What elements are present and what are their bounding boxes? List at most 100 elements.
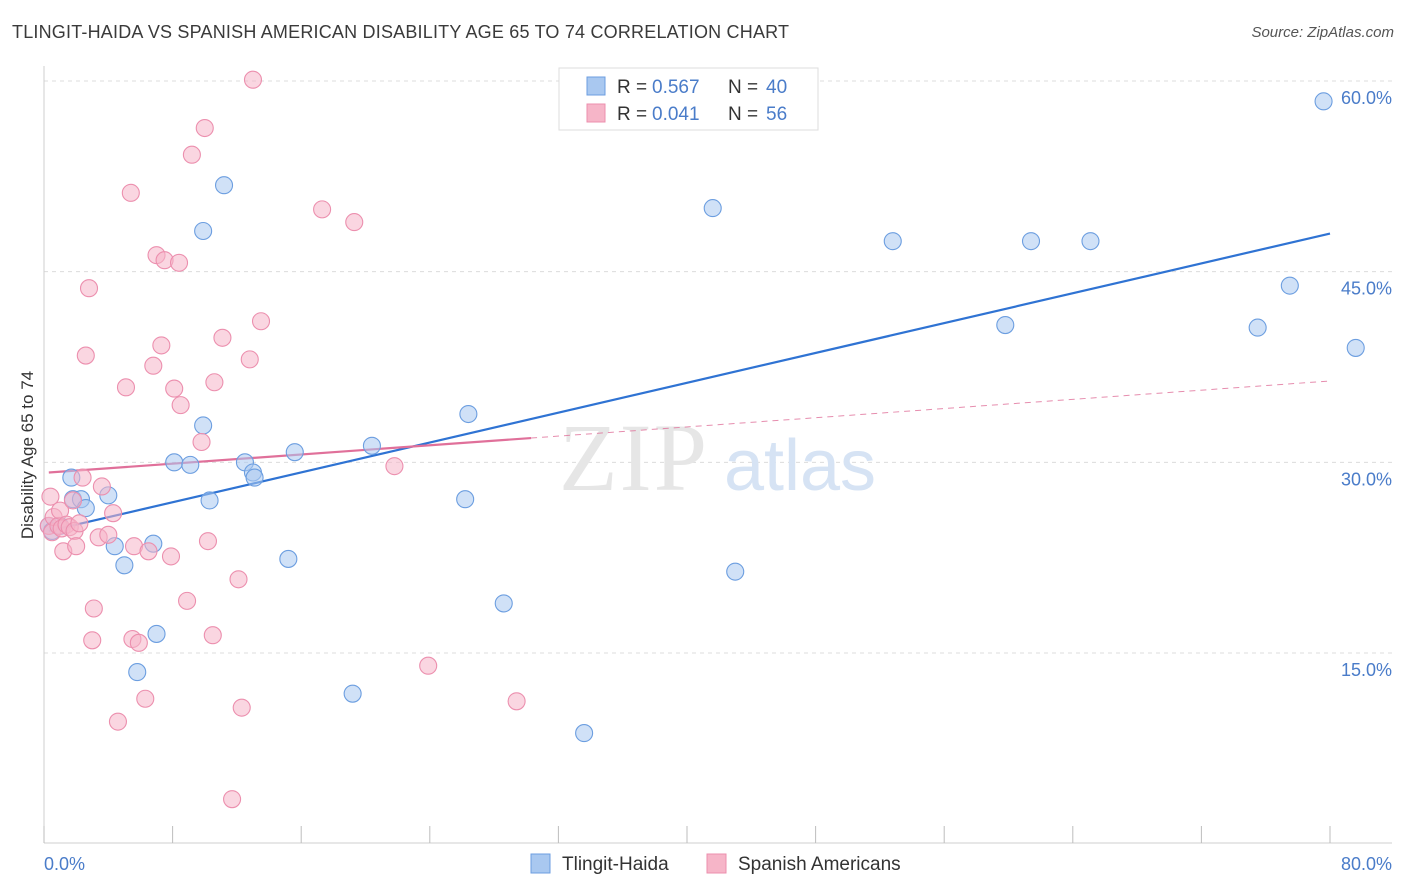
spanish-americans-point — [251, 312, 271, 331]
spanish-americans-point — [313, 200, 332, 219]
spanish-americans-point — [104, 504, 123, 523]
tlingit-haida-point — [214, 176, 234, 195]
tlingit-haida-point — [1346, 338, 1365, 357]
tlingit-haida-point — [128, 663, 147, 682]
spanish-americans-point — [139, 542, 158, 561]
tlingit-haida-point — [362, 436, 381, 455]
data-points — [39, 70, 1365, 809]
y-tick-label: 45.0% — [1341, 279, 1392, 299]
spanish-americans-point — [41, 487, 60, 506]
tlingit-haida-point — [181, 455, 200, 474]
spanish-americans-point — [121, 183, 140, 202]
stats-legend-swatch — [586, 76, 606, 96]
watermark-zip: ZIP — [559, 404, 709, 511]
watermark-atlas: atlas — [724, 426, 876, 506]
source-label: Source: ZipAtlas.com — [1251, 24, 1394, 41]
spanish-americans-point — [92, 477, 111, 496]
spanish-americans-point — [345, 213, 364, 232]
spanish-americans-point — [152, 336, 171, 355]
tlingit-haida-point — [245, 468, 264, 487]
stats-legend: R = 0.567 N = 40 R = 0.041 N = 56 — [558, 67, 819, 131]
tlingit-haida-point — [115, 556, 134, 575]
spanish-americans-point — [161, 547, 181, 566]
series-legend-label: Tlingit-Haida — [562, 854, 669, 875]
spanish-americans-point — [178, 591, 197, 610]
spanish-americans-point — [419, 656, 438, 675]
spanish-americans-point — [229, 570, 248, 589]
spanish-americans-point — [136, 689, 155, 708]
spanish-americans-point — [165, 379, 184, 398]
spanish-americans-point — [205, 373, 224, 392]
spanish-americans-point — [169, 253, 189, 272]
spanish-americans-point — [213, 328, 232, 347]
y-tick-label: 15.0% — [1341, 660, 1392, 680]
spanish-americans-point — [243, 70, 263, 89]
spanish-americans-point — [70, 514, 89, 533]
spanish-americans-point — [67, 537, 86, 556]
tlingit-haida-point — [165, 453, 184, 472]
spanish-americans-point — [144, 356, 163, 375]
spanish-americans-point — [182, 145, 201, 164]
tlingit-haida-point — [1314, 92, 1333, 111]
y-tick-label: 30.0% — [1341, 469, 1392, 489]
tlingit-haida-point — [200, 491, 219, 510]
stats-legend-r-value: 0.567 — [652, 77, 700, 98]
spanish-americans-point — [507, 692, 526, 711]
tlingit-haida-point — [279, 549, 298, 568]
spanish-americans-point — [203, 626, 222, 645]
spanish-americans-point — [385, 457, 404, 476]
stats-legend-swatch — [586, 103, 606, 123]
y-axis-title: Disability Age 65 to 74 — [18, 371, 37, 539]
tlingit-haida-point — [1021, 232, 1041, 251]
tlingit-haida-point — [459, 404, 478, 424]
spanish-americans-point — [198, 532, 218, 551]
tlingit-haida-point — [494, 594, 513, 613]
tlingit-haida-point — [726, 562, 745, 581]
x-tick-label-max: 80.0% — [1341, 854, 1392, 874]
tlingit-haida-point — [703, 199, 722, 218]
series-legend-label: Spanish Americans — [738, 854, 901, 875]
spanish-americans-point — [192, 432, 211, 452]
tlingit-haida-point — [996, 316, 1015, 335]
stats-legend-n-value: 56 — [766, 104, 787, 125]
spanish-americans-point — [116, 378, 136, 397]
spanish-americans-point — [223, 790, 242, 809]
stats-legend-n-value: 40 — [766, 77, 787, 98]
series-legend: Tlingit-Haida Spanish Americans — [530, 853, 901, 875]
tlingit-haida-point — [456, 490, 475, 509]
tlingit-haida-point — [883, 232, 902, 251]
spanish-americans-point — [83, 631, 102, 650]
tlingit-haida-point — [575, 724, 594, 743]
tlingit-haida-point — [1280, 276, 1299, 295]
stats-legend-n-label: N = — [728, 104, 758, 125]
series-legend-swatch — [530, 853, 551, 874]
spanish-americans-point — [232, 698, 251, 717]
spanish-americans-point — [108, 712, 127, 731]
spanish-americans-point — [195, 118, 214, 138]
spanish-americans-point — [99, 525, 118, 544]
stats-legend-r-label: R = — [617, 104, 647, 125]
tlingit-haida-point — [147, 624, 166, 643]
tlingit-haida-point — [194, 416, 213, 435]
spanish-americans-point — [76, 346, 95, 365]
chart-title: TLINGIT-HAIDA VS SPANISH AMERICAN DISABI… — [12, 22, 790, 42]
axes: 15.0% 30.0% 45.0% 60.0% 0.0% 80.0% Disability … — [18, 66, 1392, 874]
spanish-americans-point — [171, 396, 190, 415]
stats-legend-n-label: N = — [728, 77, 758, 98]
y-tick-label: 60.0% — [1341, 88, 1392, 108]
spanish-americans-point — [73, 468, 92, 487]
x-tick-label-min: 0.0% — [44, 854, 85, 874]
stats-legend-r-label: R = — [617, 77, 647, 98]
tlingit-haida-point — [194, 221, 213, 241]
series-legend-swatch — [706, 853, 727, 874]
spanish-americans-point — [84, 599, 103, 618]
stats-legend-r-value: 0.041 — [652, 104, 700, 125]
tlingit-haida-point — [1081, 232, 1100, 251]
watermark: ZIP atlas — [559, 404, 876, 511]
tlingit-haida-point — [285, 443, 304, 462]
tlingit-haida-point — [343, 684, 362, 703]
spanish-americans-point — [63, 491, 82, 510]
tlingit-haida-point — [1248, 318, 1267, 337]
spanish-americans-point — [79, 279, 99, 298]
